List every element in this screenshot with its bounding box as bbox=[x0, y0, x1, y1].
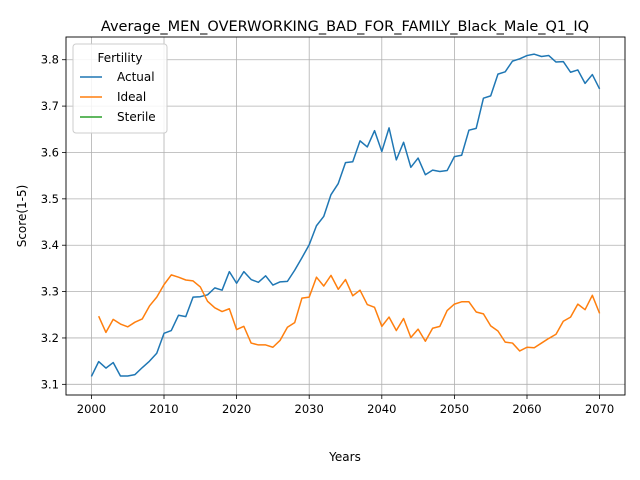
y-tick-label: 3.8 bbox=[41, 53, 59, 67]
plot-frame bbox=[65, 36, 626, 396]
chart-title: Average_MEN_OVERWORKING_BAD_FOR_FAMILY_B… bbox=[101, 19, 589, 35]
legend-label-ideal: Ideal bbox=[117, 90, 146, 104]
legend-title: Fertility bbox=[97, 51, 142, 65]
x-tick-label: 2030 bbox=[295, 402, 324, 416]
y-axis: 3.1 3.2 3.3 3.4 3.5 3.6 3.7 3.8 bbox=[41, 53, 66, 391]
series-line-actual bbox=[90, 53, 601, 377]
y-axis-label: Score(1-5) bbox=[15, 185, 29, 248]
grid-lines bbox=[66, 37, 625, 395]
x-tick-label: 2010 bbox=[149, 402, 178, 416]
y-tick-label: 3.4 bbox=[41, 238, 59, 252]
y-tick-label: 3.2 bbox=[41, 331, 59, 345]
x-tick-label: 2070 bbox=[585, 402, 614, 416]
series-line-ideal bbox=[97, 274, 601, 352]
legend-label-actual: Actual bbox=[117, 70, 155, 84]
legend-box bbox=[72, 43, 168, 134]
x-tick-label: 2060 bbox=[512, 402, 541, 416]
y-tick-label: 3.7 bbox=[41, 99, 59, 113]
y-tick-label: 3.6 bbox=[41, 145, 59, 159]
x-axis-label: Years bbox=[328, 450, 361, 464]
y-tick-label: 3.5 bbox=[41, 192, 59, 206]
y-tick-label: 3.3 bbox=[41, 285, 59, 299]
legend-label-sterile: Sterile bbox=[117, 110, 156, 124]
x-axis: 2000 2010 2020 2030 2040 2050 2060 2070 bbox=[77, 395, 614, 416]
series-layer bbox=[90, 53, 601, 377]
x-tick-label: 2000 bbox=[77, 402, 106, 416]
x-tick-label: 2040 bbox=[367, 402, 396, 416]
x-tick-label: 2050 bbox=[440, 402, 469, 416]
x-tick-label: 2020 bbox=[222, 402, 251, 416]
y-tick-label: 3.1 bbox=[41, 377, 59, 391]
legend: Fertility Actual Ideal Sterile bbox=[72, 43, 168, 134]
